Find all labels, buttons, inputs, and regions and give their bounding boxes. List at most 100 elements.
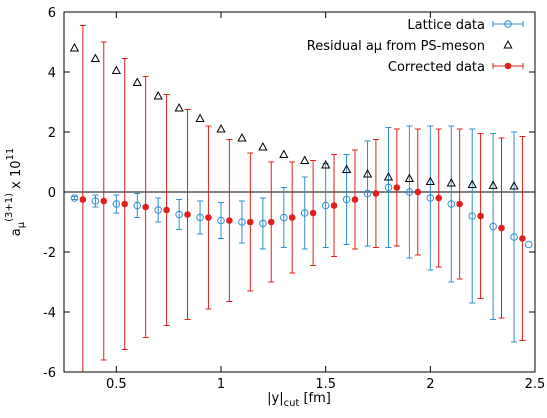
point-marker: [321, 201, 330, 210]
point-marker: [142, 203, 149, 211]
point-marker: [196, 213, 204, 222]
error-bar: [176, 199, 183, 230]
y-label-part: x 10: [9, 160, 24, 193]
point-marker: [154, 206, 162, 214]
point-marker: [70, 194, 79, 202]
x-tick-label: 2: [426, 377, 434, 392]
y-axis-label: aμ(3+1) x 1011: [4, 148, 27, 236]
triangle-marker: [111, 65, 121, 74]
point-marker: [259, 219, 267, 228]
error-bar: [113, 194, 120, 214]
point-marker: [217, 216, 225, 225]
point-marker: [112, 200, 121, 208]
error-bar: [448, 125, 455, 283]
plot-area: [64, 25, 535, 372]
triangle-marker: [237, 132, 247, 142]
triangle-marker: [509, 180, 519, 190]
point-marker: [426, 194, 435, 202]
point-marker: [393, 184, 401, 191]
error-bar: [343, 154, 350, 245]
point-marker: [498, 224, 505, 232]
point-marker: [100, 197, 108, 205]
y-tick-label: -4: [43, 306, 56, 321]
point-marker: [300, 209, 309, 217]
error-bar: [406, 125, 413, 259]
triangle-marker: [404, 173, 415, 182]
point-marker: [504, 62, 512, 70]
legend-label: Residual aμ from PS-meson: [307, 39, 485, 54]
x-tick-label: 0.5: [106, 377, 127, 392]
error-bar: [364, 140, 371, 247]
error-bar: [280, 187, 287, 248]
legend-label: Corrected data: [388, 60, 485, 75]
error-bar: [92, 194, 99, 208]
triangle-marker: [69, 42, 80, 52]
point-marker: [330, 202, 338, 209]
point-marker: [184, 211, 191, 218]
triangle-marker: [195, 113, 205, 122]
triangle-marker: [503, 39, 513, 49]
point-marker: [405, 188, 414, 196]
y-label-part: a: [9, 228, 24, 236]
point-marker: [91, 197, 100, 205]
error-bar: [155, 197, 162, 223]
point-marker: [447, 200, 456, 208]
y-label-sup: 11: [5, 148, 16, 161]
y-tick-label: 4: [48, 66, 56, 81]
error-bar: [490, 133, 497, 320]
point-marker: [280, 213, 288, 222]
point-marker: [163, 206, 170, 214]
x-tick-label: 1: [217, 377, 225, 392]
triangle-marker: [300, 155, 310, 164]
triangle-marker: [488, 180, 498, 189]
y-tick-label: -6: [43, 366, 56, 381]
point-marker: [384, 183, 393, 192]
point-marker: [238, 218, 246, 226]
x-label-sub: cut: [284, 398, 300, 409]
triangle-marker: [341, 164, 352, 173]
y-tick-label: -2: [43, 246, 56, 261]
point-marker: [456, 200, 463, 208]
point-marker: [205, 214, 212, 221]
error-bar: [238, 200, 245, 244]
x-tick-label: 2.5: [525, 377, 546, 392]
y-tick-label: 6: [48, 6, 56, 21]
point-marker: [414, 188, 422, 196]
triangle-marker: [446, 177, 456, 187]
point-marker: [468, 212, 477, 220]
point-marker: [121, 200, 129, 208]
point-marker: [372, 190, 380, 197]
error-bar: [134, 193, 141, 218]
error-bar: [301, 176, 308, 250]
y-label-sup: (3+1): [4, 193, 15, 222]
point-marker: [267, 218, 275, 226]
point-marker: [489, 222, 497, 231]
error-bar: [197, 200, 204, 235]
x-tick-label: 1.5: [315, 377, 336, 392]
triangle-marker: [90, 53, 101, 62]
point-marker: [504, 20, 512, 28]
error-bar: [469, 128, 476, 304]
point-marker: [133, 201, 142, 210]
error-bar: [259, 197, 266, 250]
legend-label: Lattice data: [407, 18, 485, 33]
point-marker: [524, 240, 533, 249]
point-marker: [309, 209, 317, 217]
point-marker: [79, 196, 87, 203]
point-marker: [519, 235, 526, 242]
error-bar: [218, 202, 224, 239]
point-marker: [435, 194, 443, 202]
triangle-marker: [321, 159, 331, 169]
y-tick-label: 0: [48, 186, 56, 201]
point-marker: [477, 212, 484, 220]
triangle-marker: [383, 171, 394, 181]
point-marker: [288, 214, 296, 221]
point-marker: [342, 195, 351, 204]
triangle-marker: [174, 102, 184, 112]
x-label-part: [fm]: [299, 391, 331, 406]
triangle-marker: [153, 90, 163, 100]
triangle-marker: [362, 168, 373, 178]
point-marker: [351, 196, 359, 203]
y-tick-label: 2: [48, 126, 56, 141]
